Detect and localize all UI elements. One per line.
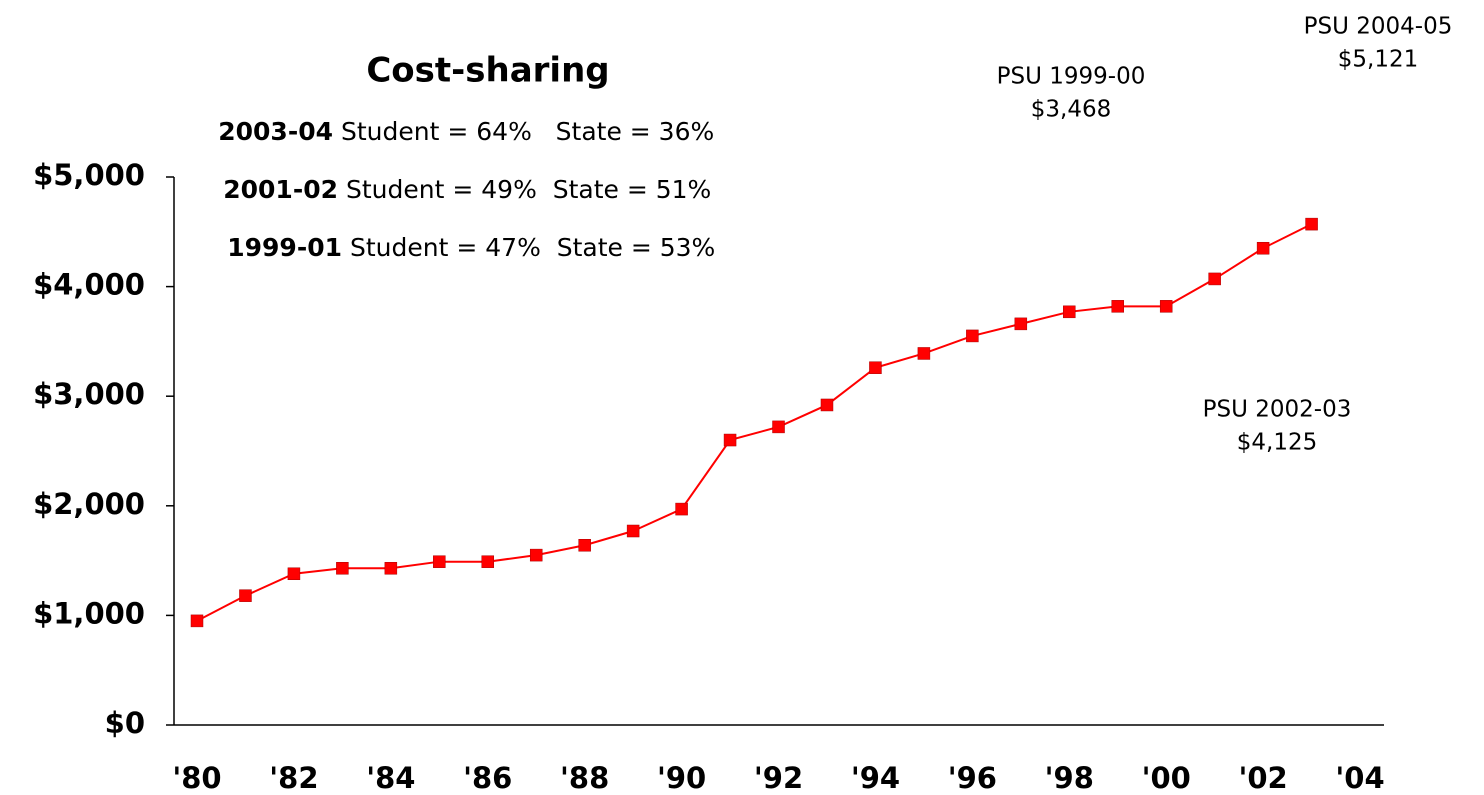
- y-tick-label: $2,000: [33, 487, 145, 521]
- point-marker: [723, 433, 737, 447]
- x-tick-label: '92: [754, 761, 803, 795]
- point-marker: [190, 614, 204, 628]
- annotation: $3,468: [1031, 97, 1111, 123]
- x-tick-label: '82: [269, 761, 318, 795]
- x-tick-label: '84: [366, 761, 415, 795]
- x-tick-label: '90: [657, 761, 706, 795]
- x-tick-label: '00: [1142, 761, 1191, 795]
- x-tick-label: '80: [172, 761, 221, 795]
- point-marker: [336, 562, 349, 575]
- annotation: $4,125: [1237, 430, 1317, 456]
- note-text: Student = 64% State = 36%: [341, 117, 714, 146]
- note-text: Student = 47% State = 53%: [350, 233, 715, 262]
- y-tick-label: $4,000: [33, 268, 145, 302]
- point-marker: [287, 567, 301, 581]
- point-marker: [1256, 241, 1270, 255]
- point-marker: [1305, 217, 1318, 231]
- x-tick-label: '88: [560, 761, 609, 795]
- point-marker: [820, 398, 834, 412]
- point-marker: [384, 562, 398, 575]
- point-marker: [869, 361, 882, 374]
- point-marker: [239, 589, 252, 602]
- y-tick-label: $5,000: [33, 158, 145, 192]
- cost-note: Student = 64% State = 36%: [341, 117, 714, 146]
- annotation: PSU 2004-05: [1304, 14, 1453, 40]
- point-marker: [675, 502, 688, 516]
- annotation: PSU 1999-00: [997, 64, 1146, 90]
- x-tick-label: '98: [1045, 761, 1094, 795]
- x-tick-label: '02: [1238, 761, 1287, 795]
- note-year: 2001-02: [223, 175, 338, 204]
- point-marker: [1208, 272, 1221, 286]
- cost-note: Student = 47% State = 53%: [350, 233, 715, 262]
- point-marker: [433, 555, 446, 568]
- y-tick-label: $0: [105, 706, 145, 740]
- point-marker: [578, 539, 591, 552]
- point-marker: [626, 524, 640, 538]
- point-marker: [529, 548, 543, 562]
- point-marker: [1063, 305, 1076, 319]
- chart-title: Cost-sharing: [366, 51, 609, 91]
- point-marker: [917, 347, 931, 360]
- point-marker: [481, 555, 495, 568]
- note-year: 2003-04: [218, 117, 333, 146]
- annotation: PSU 2002-03: [1203, 397, 1352, 423]
- point-marker: [1159, 300, 1173, 313]
- cost-note: Student = 49% State = 51%: [346, 175, 711, 204]
- x-tick-label: '94: [851, 761, 900, 795]
- x-tick-label: '86: [463, 761, 512, 795]
- x-tick-label: '04: [1335, 761, 1384, 795]
- point-marker: [1111, 300, 1124, 313]
- y-tick-label: $1,000: [33, 596, 145, 630]
- point-marker: [1014, 317, 1028, 331]
- note-text: Student = 49% State = 51%: [346, 175, 711, 204]
- x-tick-label: '96: [948, 761, 997, 795]
- y-tick-label: $3,000: [33, 377, 145, 411]
- series-line: [196, 223, 1313, 622]
- point-marker: [966, 329, 979, 343]
- point-marker: [772, 420, 785, 434]
- note-year: 1999-01: [227, 233, 342, 262]
- annotation: $5,121: [1338, 47, 1418, 73]
